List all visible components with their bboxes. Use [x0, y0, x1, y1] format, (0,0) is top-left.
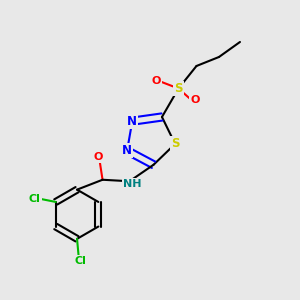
Text: Cl: Cl [74, 256, 86, 266]
Text: NH: NH [123, 179, 142, 189]
Text: S: S [171, 137, 179, 150]
Text: S: S [174, 82, 183, 95]
Text: O: O [93, 152, 103, 162]
Text: N: N [127, 115, 137, 128]
Text: Cl: Cl [29, 194, 41, 204]
Text: O: O [151, 76, 161, 86]
Text: O: O [190, 95, 200, 106]
Text: N: N [122, 144, 132, 157]
